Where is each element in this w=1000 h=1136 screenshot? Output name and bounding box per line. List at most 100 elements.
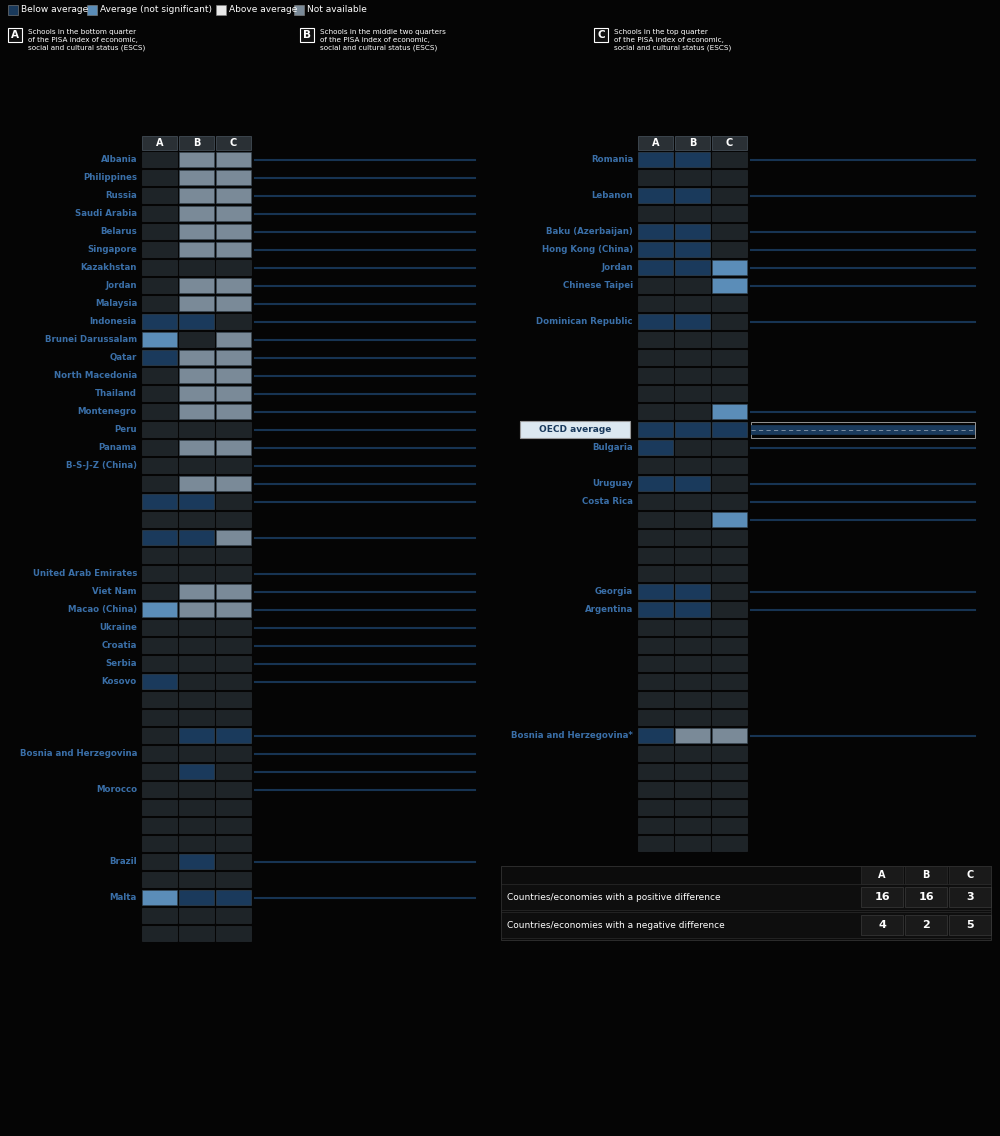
Bar [179,710,214,725]
Bar [712,710,747,725]
Bar [179,655,214,671]
Bar [675,350,710,365]
Bar [675,548,710,563]
Bar [675,746,710,761]
Bar [712,765,747,779]
Bar [216,836,251,851]
Bar [142,224,177,239]
Text: Bosnia and Herzegovina: Bosnia and Herzegovina [20,749,137,758]
Text: Malta: Malta [110,893,137,902]
Text: Georgia: Georgia [595,587,633,596]
Bar [179,404,214,419]
Bar [179,782,214,797]
Bar [216,136,251,150]
Bar [179,889,214,905]
Bar [216,314,251,329]
Bar [216,368,251,383]
Bar [675,782,710,797]
Bar [675,386,710,401]
Bar [712,782,747,797]
Text: 4: 4 [878,920,886,930]
Text: Macao (China): Macao (China) [68,605,137,613]
Bar [675,692,710,707]
Bar [216,404,251,419]
Bar [675,602,710,617]
Bar [638,800,673,815]
Bar [142,746,177,761]
Bar [216,206,251,222]
Bar [216,710,251,725]
Bar [216,512,251,527]
Bar [675,494,710,509]
Bar [179,368,214,383]
Bar [501,912,991,938]
Bar [179,296,214,311]
Bar [179,314,214,329]
Bar [638,314,673,329]
Bar [712,458,747,473]
Bar [216,602,251,617]
Bar [179,765,214,779]
Bar [142,710,177,725]
Bar [142,170,177,185]
Bar [675,332,710,346]
Bar [675,296,710,311]
Bar [949,866,991,884]
Bar [142,782,177,797]
Bar [179,674,214,690]
Bar [216,260,251,275]
Bar [179,531,214,545]
Bar [675,728,710,743]
Bar [675,674,710,690]
Bar [142,260,177,275]
Bar [142,765,177,779]
Text: C: C [597,30,605,40]
Text: Jordan: Jordan [106,281,137,290]
Bar [712,296,747,311]
Bar [142,404,177,419]
Bar [142,531,177,545]
Text: Bulgaria: Bulgaria [592,443,633,452]
Text: A: A [11,30,19,40]
Bar [638,782,673,797]
Bar [638,531,673,545]
Bar [675,152,710,167]
Text: Belarus: Belarus [100,227,137,236]
Bar [142,296,177,311]
Bar [179,152,214,167]
Bar [675,765,710,779]
Text: Montenegro: Montenegro [78,407,137,416]
Bar [675,476,710,491]
Bar [712,531,747,545]
Text: Lebanon: Lebanon [592,191,633,200]
Bar [675,655,710,671]
Text: Above average: Above average [229,6,297,15]
Bar [216,765,251,779]
Bar [638,224,673,239]
Bar [638,638,673,653]
Bar [179,926,214,941]
Text: 16: 16 [874,892,890,902]
Bar [712,548,747,563]
Bar [675,800,710,815]
Text: Countries/economies with a negative difference: Countries/economies with a negative diff… [507,920,725,929]
Bar [142,512,177,527]
Text: Peru: Peru [114,425,137,434]
Bar [638,368,673,383]
Bar [142,836,177,851]
Text: Malaysia: Malaysia [95,299,137,308]
Bar [712,476,747,491]
Bar [712,224,747,239]
Bar [949,887,991,907]
Bar [142,584,177,599]
Bar [142,889,177,905]
Bar [179,242,214,257]
Bar [216,908,251,922]
Bar [179,170,214,185]
Bar [216,728,251,743]
Bar [675,440,710,456]
Text: B: B [303,30,311,40]
Text: Viet Nam: Viet Nam [92,587,137,596]
Text: Croatia: Croatia [102,641,137,650]
Bar [712,692,747,707]
